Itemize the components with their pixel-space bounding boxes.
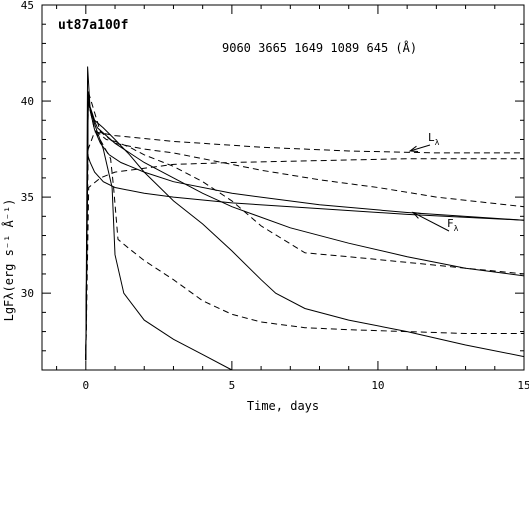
annotation-arrowhead <box>408 145 419 152</box>
dashed-series-line-8 <box>85 91 525 361</box>
y-tick-label: 40 <box>21 95 34 108</box>
plot-frame <box>41 4 525 371</box>
solid-series-line-1 <box>85 66 525 361</box>
annotation-arrow <box>412 212 450 232</box>
dashed-series-line-7 <box>85 158 524 361</box>
annotation-label: Lλ <box>428 131 440 147</box>
x-tick-label: 10 <box>371 379 384 392</box>
solid-series-line-2 <box>85 154 525 361</box>
dashed-series-line-9 <box>85 100 525 361</box>
x-tick-label: 0 <box>83 379 90 392</box>
y-tick-label: 35 <box>21 191 34 204</box>
dashed-series-line-6 <box>85 131 524 361</box>
chart-subtitle: 9060 3665 1649 1089 645 (Å) <box>222 40 417 55</box>
y-tick-label: 30 <box>21 287 34 300</box>
y-tick-label: 45 <box>21 0 34 12</box>
solid-series-line-4 <box>85 100 525 361</box>
x-tick-label: 15 <box>517 379 529 392</box>
chart-title: ut87a100f <box>58 18 128 33</box>
annotation-label: Fλ <box>447 217 459 233</box>
annotation-arrowhead <box>411 211 421 219</box>
series-layer <box>85 66 525 371</box>
dashed-series-line-10 <box>85 100 524 361</box>
x-axis-label: Time, days <box>247 399 319 413</box>
annotation-arrow <box>409 144 431 152</box>
y-axis-label: LgFλ(erg s⁻¹ Å⁻¹) <box>1 199 16 322</box>
axis-ticks: 0 5 10 15 30 35 40 45 <box>21 0 529 392</box>
annotation-layer: Lλ Fλ <box>408 131 459 233</box>
solid-series-line-5 <box>85 100 233 371</box>
x-tick-label: 5 <box>229 379 236 392</box>
